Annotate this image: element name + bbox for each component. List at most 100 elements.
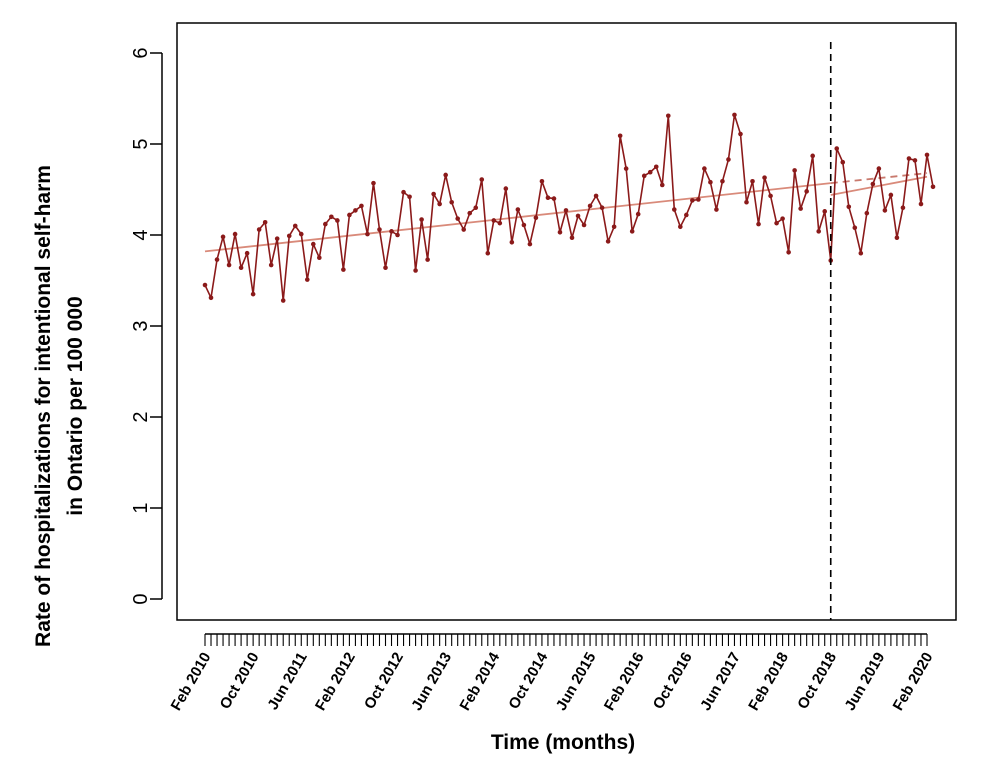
y-tick-label: 5 <box>130 138 152 149</box>
data-point <box>533 215 539 221</box>
data-point <box>756 221 761 227</box>
data-point <box>888 192 894 198</box>
data-point <box>365 231 370 237</box>
x-tick-label: Feb 2020 <box>890 650 937 714</box>
data-point <box>786 249 791 255</box>
data-point <box>431 191 436 197</box>
data-point <box>461 227 467 232</box>
data-point <box>876 166 882 171</box>
y-tick-label: 0 <box>130 593 152 604</box>
data-point <box>900 205 906 210</box>
counterfactual-trend-line <box>830 172 928 185</box>
y-tick-label: 4 <box>130 229 152 240</box>
data-point <box>653 164 659 170</box>
data-point <box>503 186 509 191</box>
data-point <box>226 262 232 268</box>
data-point <box>810 153 815 159</box>
data-point <box>509 239 515 245</box>
data-point <box>684 212 689 218</box>
data-point <box>335 218 340 223</box>
x-tick-label: Feb 2012 <box>312 650 359 714</box>
data-point <box>238 265 244 271</box>
y-axis-title-line2: in Ontario per 100 000 <box>64 296 87 515</box>
data-point <box>329 214 334 220</box>
data-point <box>323 221 328 227</box>
data-point <box>377 227 382 232</box>
data-point <box>690 198 695 203</box>
observed-line <box>204 114 934 302</box>
data-point <box>720 179 725 184</box>
data-point <box>383 265 388 271</box>
data-point <box>563 208 569 213</box>
data-point <box>659 182 665 188</box>
x-axis-title: Time (months) <box>491 731 635 754</box>
data-point <box>906 156 912 161</box>
data-point <box>894 235 900 241</box>
x-tick-label: Jun 2017 <box>697 650 744 714</box>
data-point <box>491 218 497 223</box>
data-point <box>250 291 256 297</box>
data-point <box>798 206 803 211</box>
data-point <box>804 189 809 194</box>
data-point <box>359 203 364 209</box>
x-tick-label: Feb 2018 <box>745 650 792 714</box>
x-tick-label: Jun 2015 <box>553 650 600 714</box>
data-point <box>834 146 840 151</box>
data-point <box>262 219 268 225</box>
data-point <box>527 241 533 247</box>
data-point <box>268 262 274 268</box>
pre-trend-trend-line <box>204 182 831 253</box>
data-point <box>599 205 605 210</box>
data-point <box>912 158 918 163</box>
data-point <box>539 179 545 184</box>
observed-series <box>202 112 936 303</box>
x-tick-label: Jun 2013 <box>408 650 455 714</box>
data-point <box>371 180 376 186</box>
data-point <box>930 184 936 190</box>
data-point <box>768 193 773 199</box>
y-tick-label: 3 <box>130 320 152 331</box>
data-point <box>545 195 551 200</box>
data-point <box>244 250 250 256</box>
data-point <box>629 229 635 234</box>
data-point <box>641 173 647 179</box>
data-point <box>581 222 587 228</box>
data-point <box>202 282 208 288</box>
data-point <box>882 208 888 213</box>
data-point <box>744 199 749 205</box>
data-point <box>401 189 406 195</box>
data-point <box>425 257 430 262</box>
data-point <box>208 295 214 301</box>
data-point <box>497 220 503 226</box>
x-tick-label: Jun 2019 <box>841 650 888 714</box>
data-point <box>304 277 310 282</box>
data-point <box>298 231 304 237</box>
y-tick-label: 2 <box>130 411 152 422</box>
data-point <box>256 227 262 232</box>
data-point <box>702 166 707 171</box>
x-tick-label: Feb 2016 <box>601 650 648 714</box>
data-point <box>822 209 828 214</box>
y-tick-label: 6 <box>130 47 152 58</box>
data-point <box>557 229 563 235</box>
x-tick-label: Oct 2012 <box>361 650 407 713</box>
data-point <box>924 152 930 158</box>
data-point <box>738 131 743 137</box>
data-point <box>292 223 298 229</box>
data-point <box>214 257 220 262</box>
data-point <box>816 229 821 234</box>
data-point <box>840 159 846 165</box>
data-point <box>479 177 485 182</box>
x-tick-label: Jun 2011 <box>264 650 310 713</box>
x-axis: Feb 2010 Oct 2010 Jun 2011 Feb 2012 Oct 2012… <box>168 633 937 714</box>
data-point <box>485 250 491 256</box>
data-point <box>792 168 797 173</box>
data-point <box>665 113 671 119</box>
data-point <box>449 199 454 205</box>
data-point <box>774 220 779 226</box>
data-point <box>611 224 617 230</box>
data-point <box>515 207 521 212</box>
data-point <box>714 207 719 212</box>
